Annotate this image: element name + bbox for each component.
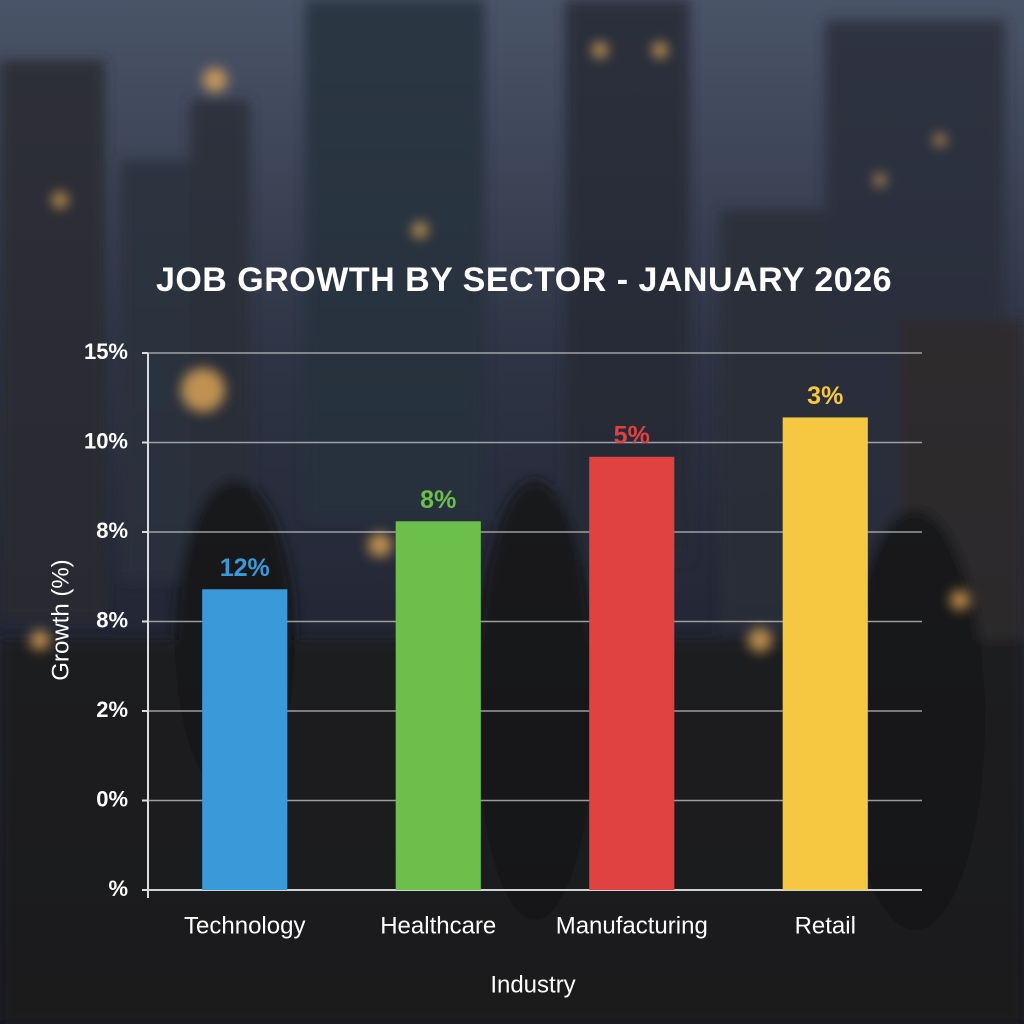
bar	[202, 589, 288, 890]
y-tick-label: 0%	[96, 786, 128, 811]
bar	[395, 521, 481, 890]
data-label: 3%	[807, 382, 843, 410]
x-tick-label: Technology	[184, 912, 305, 939]
y-axis-title: Growth (%)	[47, 559, 74, 680]
x-tick-label: Manufacturing	[556, 912, 708, 939]
y-tick-label: %	[108, 876, 128, 901]
y-tick-label: 2%	[96, 697, 128, 722]
x-axis-title: Industry	[490, 971, 575, 998]
data-label: 8%	[420, 486, 456, 514]
x-tick-label: Retail	[795, 912, 856, 939]
y-tick-label: 10%	[84, 428, 128, 453]
data-label: 5%	[614, 421, 650, 449]
bar	[589, 456, 675, 890]
y-tick-label: 8%	[96, 518, 128, 543]
x-tick-label: Healthcare	[380, 912, 496, 939]
y-tick-label: 8%	[96, 607, 128, 632]
data-label: 12%	[220, 554, 270, 582]
y-tick-label: 15%	[84, 339, 128, 364]
bar	[782, 417, 868, 890]
chart-title: JOB GROWTH BY SECTOR - JANUARY 2026	[156, 261, 892, 299]
